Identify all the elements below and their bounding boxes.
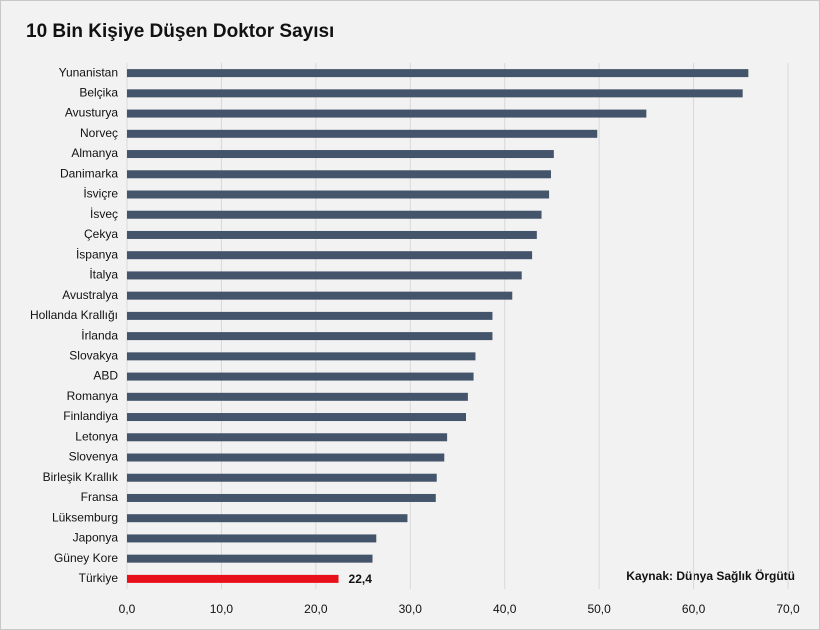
bar	[127, 109, 647, 118]
x-tick-label: 10,0	[210, 602, 234, 616]
y-tick-label: İsviçre	[83, 187, 118, 201]
y-tick-label: İrlanda	[81, 328, 118, 342]
y-tick-label: Letonya	[75, 429, 118, 443]
bar	[127, 190, 550, 199]
y-tick-label: Slovakya	[69, 349, 118, 363]
y-tick-label: İsveç	[90, 207, 118, 221]
bar	[127, 332, 493, 341]
y-tick-label: Fransa	[81, 490, 119, 504]
y-tick-label: Lüksemburg	[52, 510, 118, 524]
y-tick-label: ABD	[93, 369, 118, 383]
y-tick-label: Danimarka	[60, 166, 118, 180]
bar	[127, 574, 339, 583]
y-tick-label: Hollanda Krallığı	[30, 308, 118, 322]
y-tick-label: Avustralya	[62, 288, 118, 302]
bar	[127, 170, 551, 179]
bar	[127, 291, 513, 300]
y-tick-label: İspanya	[76, 247, 118, 261]
y-tick-label: Güney Kore	[54, 551, 118, 565]
bar	[127, 554, 373, 563]
y-tick-label: Yunanistan	[59, 65, 118, 79]
bar	[127, 534, 377, 543]
bar	[127, 311, 493, 320]
source-note: Kaynak: Dünya Sağlık Örgütü	[626, 568, 795, 583]
value-label: 22,4	[349, 572, 373, 586]
y-tick-label: İtalya	[89, 268, 118, 282]
bar	[127, 251, 533, 260]
bar	[127, 453, 445, 462]
bar	[127, 413, 466, 422]
x-tick-label: 70,0	[776, 602, 800, 616]
bar	[127, 150, 554, 159]
y-tick-label: Norveç	[80, 126, 118, 140]
y-tick-label: Finlandiya	[63, 409, 118, 423]
x-tick-label: 50,0	[587, 602, 611, 616]
x-tick-label: 0,0	[119, 602, 136, 616]
y-tick-label: Romanya	[67, 389, 119, 403]
bar	[127, 271, 522, 280]
y-tick-label: Slovenya	[69, 450, 119, 464]
bar	[127, 210, 542, 219]
y-tick-label: Japonya	[73, 531, 119, 545]
bar	[127, 129, 598, 138]
y-tick-label: Avusturya	[65, 106, 118, 120]
bar	[127, 392, 468, 401]
x-tick-label: 60,0	[682, 602, 706, 616]
bar	[127, 69, 749, 78]
chart-title: 10 Bin Kişiye Düşen Doktor Sayısı	[26, 21, 334, 42]
y-tick-label: Almanya	[71, 146, 118, 160]
x-tick-label: 40,0	[493, 602, 517, 616]
y-tick-label: Çekya	[84, 227, 118, 241]
bar	[127, 352, 476, 361]
bar	[127, 514, 408, 523]
bar	[127, 493, 436, 502]
bar	[127, 372, 474, 381]
x-tick-label: 20,0	[304, 602, 328, 616]
x-tick-label: 30,0	[399, 602, 423, 616]
bar	[127, 473, 437, 482]
y-tick-label: Türkiye	[79, 571, 119, 585]
bar	[127, 89, 743, 98]
bar	[127, 433, 448, 442]
y-tick-label: Birleşik Krallık	[43, 470, 119, 484]
bar	[127, 230, 537, 239]
y-tick-label: Belçika	[79, 86, 118, 100]
